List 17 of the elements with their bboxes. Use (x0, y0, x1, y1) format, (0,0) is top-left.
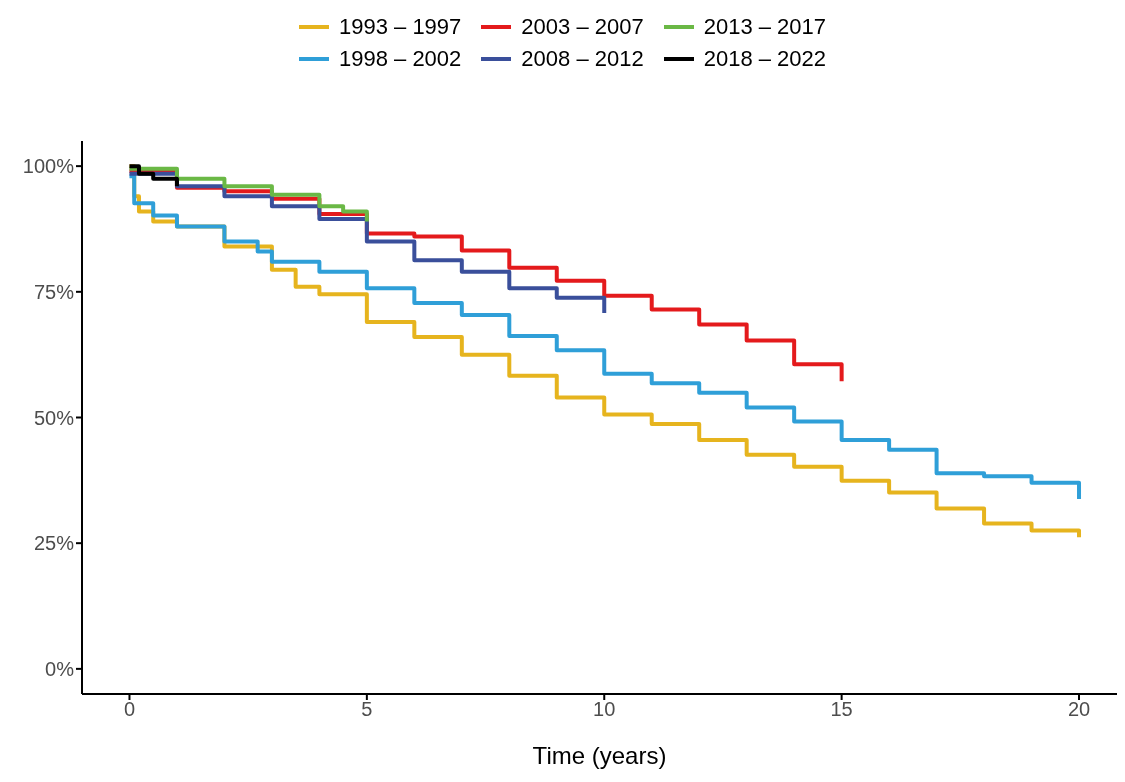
x-tick-label: 5 (361, 698, 373, 721)
legend-label: 1998 – 2002 (338, 46, 462, 72)
y-tick-label: 25% (33, 532, 75, 555)
legend-label: 1993 – 1997 (338, 14, 462, 40)
legend-label: 2003 – 2007 (521, 14, 644, 40)
y-tick-label: 0% (45, 657, 75, 680)
legend-label: 2013 – 2017 (703, 14, 827, 40)
x-tick-label: 0 (123, 698, 136, 721)
x-axis-title: Time (years) (532, 742, 667, 769)
y-tick-label: 75% (33, 280, 75, 303)
x-tick-label: 15 (830, 698, 853, 721)
x-tick-label: 20 (1067, 698, 1091, 721)
legend-label: 2008 – 2012 (521, 46, 644, 72)
y-tick-label: 50% (33, 406, 75, 429)
y-tick-label: 100% (22, 155, 75, 178)
legend-label: 2018 – 2022 (703, 46, 827, 72)
x-tick-label: 10 (593, 698, 616, 721)
